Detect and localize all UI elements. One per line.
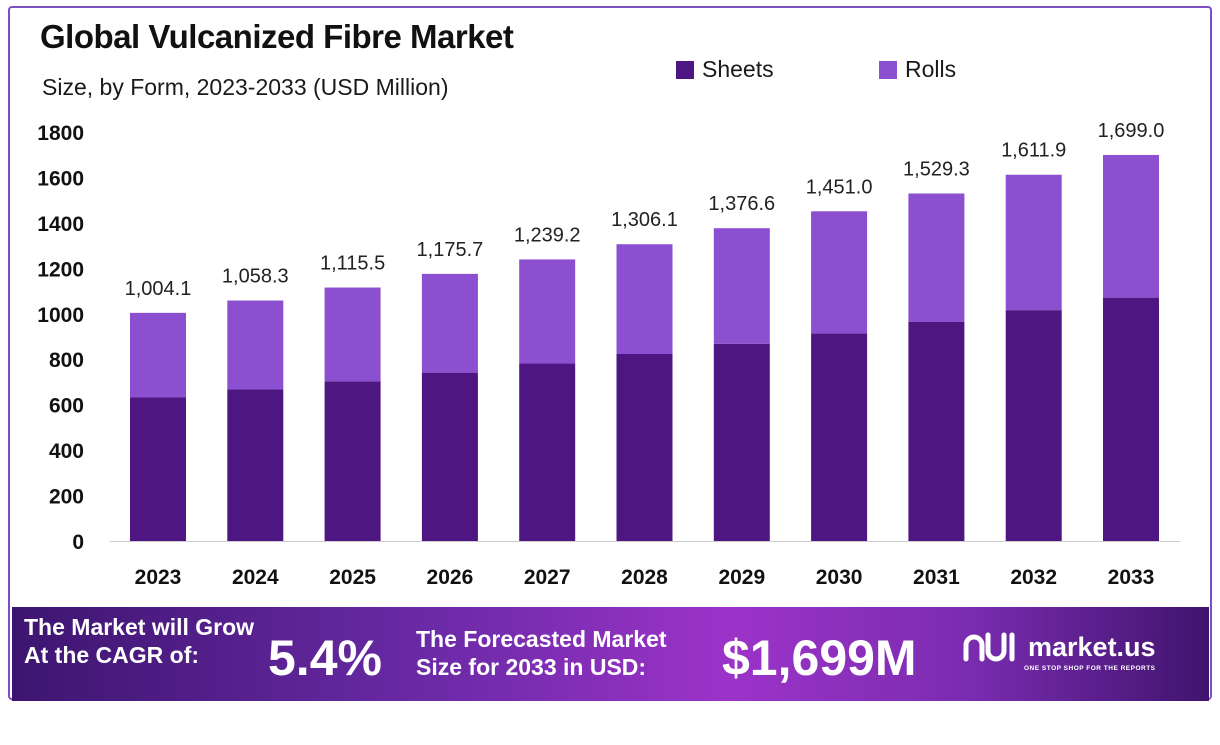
x-tick-label: 2032 xyxy=(1010,566,1057,589)
bar-rolls-2031 xyxy=(908,193,965,322)
bar-total-label: 1,376.6 xyxy=(708,193,775,215)
bar-rolls-2023 xyxy=(130,312,186,398)
bar-sheets-2028 xyxy=(616,353,673,541)
forecast-label-line1: The Forecasted Market xyxy=(416,626,667,652)
bar-total-label: 1,611.9 xyxy=(1001,140,1066,162)
cagr-label-line1: The Market will Grow xyxy=(24,614,255,640)
y-tick-label: 1200 xyxy=(37,258,84,281)
bar-sheets-2029 xyxy=(713,343,770,541)
legend-item-rolls: Rolls xyxy=(879,56,956,83)
cagr-label-line2: At the CAGR of: xyxy=(24,642,200,668)
x-tick-label: 2028 xyxy=(621,566,668,589)
bar-total-label: 1,306.1 xyxy=(611,209,678,231)
y-tick-label: 400 xyxy=(49,440,84,463)
y-tick-label: 200 xyxy=(49,486,84,509)
bar-rolls-2032 xyxy=(1005,174,1062,311)
bar-sheets-2032 xyxy=(1005,310,1062,541)
bar-rolls-2030 xyxy=(811,211,868,334)
bar-total-label: 1,058.3 xyxy=(222,266,289,288)
chart-title: Global Vulcanized Fibre Market xyxy=(40,18,514,55)
legend-swatch-sheets xyxy=(676,60,694,79)
summary-banner: The Market will Grow At the CAGR of: 5.4… xyxy=(12,607,1209,701)
bar-sheets-2030 xyxy=(811,333,868,541)
bar-sheets-2025 xyxy=(324,381,381,541)
legend-label-rolls: Rolls xyxy=(905,56,957,82)
y-tick-label: 1600 xyxy=(37,167,84,190)
y-tick-label: 1800 xyxy=(37,122,84,145)
bar-rolls-2025 xyxy=(324,287,381,382)
bar-sheets-2027 xyxy=(519,363,576,541)
x-tick-label: 2029 xyxy=(718,566,765,589)
brand-name: market.us xyxy=(1028,631,1156,662)
x-tick-label: 2024 xyxy=(232,566,279,589)
bar-rolls-2028 xyxy=(616,244,673,354)
x-tick-label: 2033 xyxy=(1108,566,1155,589)
x-tick-label: 2025 xyxy=(329,566,376,589)
y-tick-label: 1000 xyxy=(37,304,84,327)
bar-sheets-2033 xyxy=(1103,297,1159,541)
bar-total-label: 1,175.7 xyxy=(417,239,484,261)
bar-sheets-2026 xyxy=(421,372,478,541)
x-tick-label: 2030 xyxy=(816,566,863,589)
bar-total-label: 1,115.5 xyxy=(320,253,385,275)
bar-sheets-2031 xyxy=(908,321,965,541)
bar-total-label: 1,451.0 xyxy=(806,176,873,198)
y-tick-label: 800 xyxy=(49,349,84,372)
bar-total-label: 1,699.0 xyxy=(1098,120,1165,142)
brand-logo: market.us ONE STOP SHOP FOR THE REPORTS xyxy=(962,629,1156,672)
market-us-logo-icon xyxy=(963,632,1015,662)
y-tick-label: 0 xyxy=(72,531,84,554)
bar-sheets-2023 xyxy=(130,397,186,541)
bar-total-label: 1,004.1 xyxy=(125,278,192,300)
x-tick-label: 2031 xyxy=(913,566,960,589)
bar-rolls-2029 xyxy=(713,228,770,344)
bar-total-label: 1,529.3 xyxy=(903,159,970,181)
legend-label-sheets: Sheets xyxy=(702,56,774,82)
bar-rolls-2027 xyxy=(519,259,576,364)
bar-rolls-2024 xyxy=(227,300,284,390)
bar-total-label: 1,239.2 xyxy=(514,224,581,246)
y-tick-label: 1400 xyxy=(37,213,84,236)
x-tick-label: 2026 xyxy=(427,566,474,589)
y-tick-label: 600 xyxy=(49,395,84,418)
bar-rolls-2026 xyxy=(421,273,478,373)
forecast-size-value: $1,699M xyxy=(722,630,917,686)
legend-swatch-rolls xyxy=(879,60,897,79)
bar-rolls-2033 xyxy=(1103,154,1159,298)
forecast-label-line2: Size for 2033 in USD: xyxy=(416,654,647,680)
x-tick-label: 2027 xyxy=(524,566,571,589)
cagr-value: 5.4% xyxy=(268,630,382,686)
bar-sheets-2024 xyxy=(227,389,284,541)
legend-item-sheets: Sheets xyxy=(676,56,774,83)
chart-subtitle: Size, by Form, 2023-2033 (USD Million) xyxy=(42,74,449,100)
brand-tagline: ONE STOP SHOP FOR THE REPORTS xyxy=(1024,665,1156,672)
x-tick-label: 2023 xyxy=(135,566,182,589)
